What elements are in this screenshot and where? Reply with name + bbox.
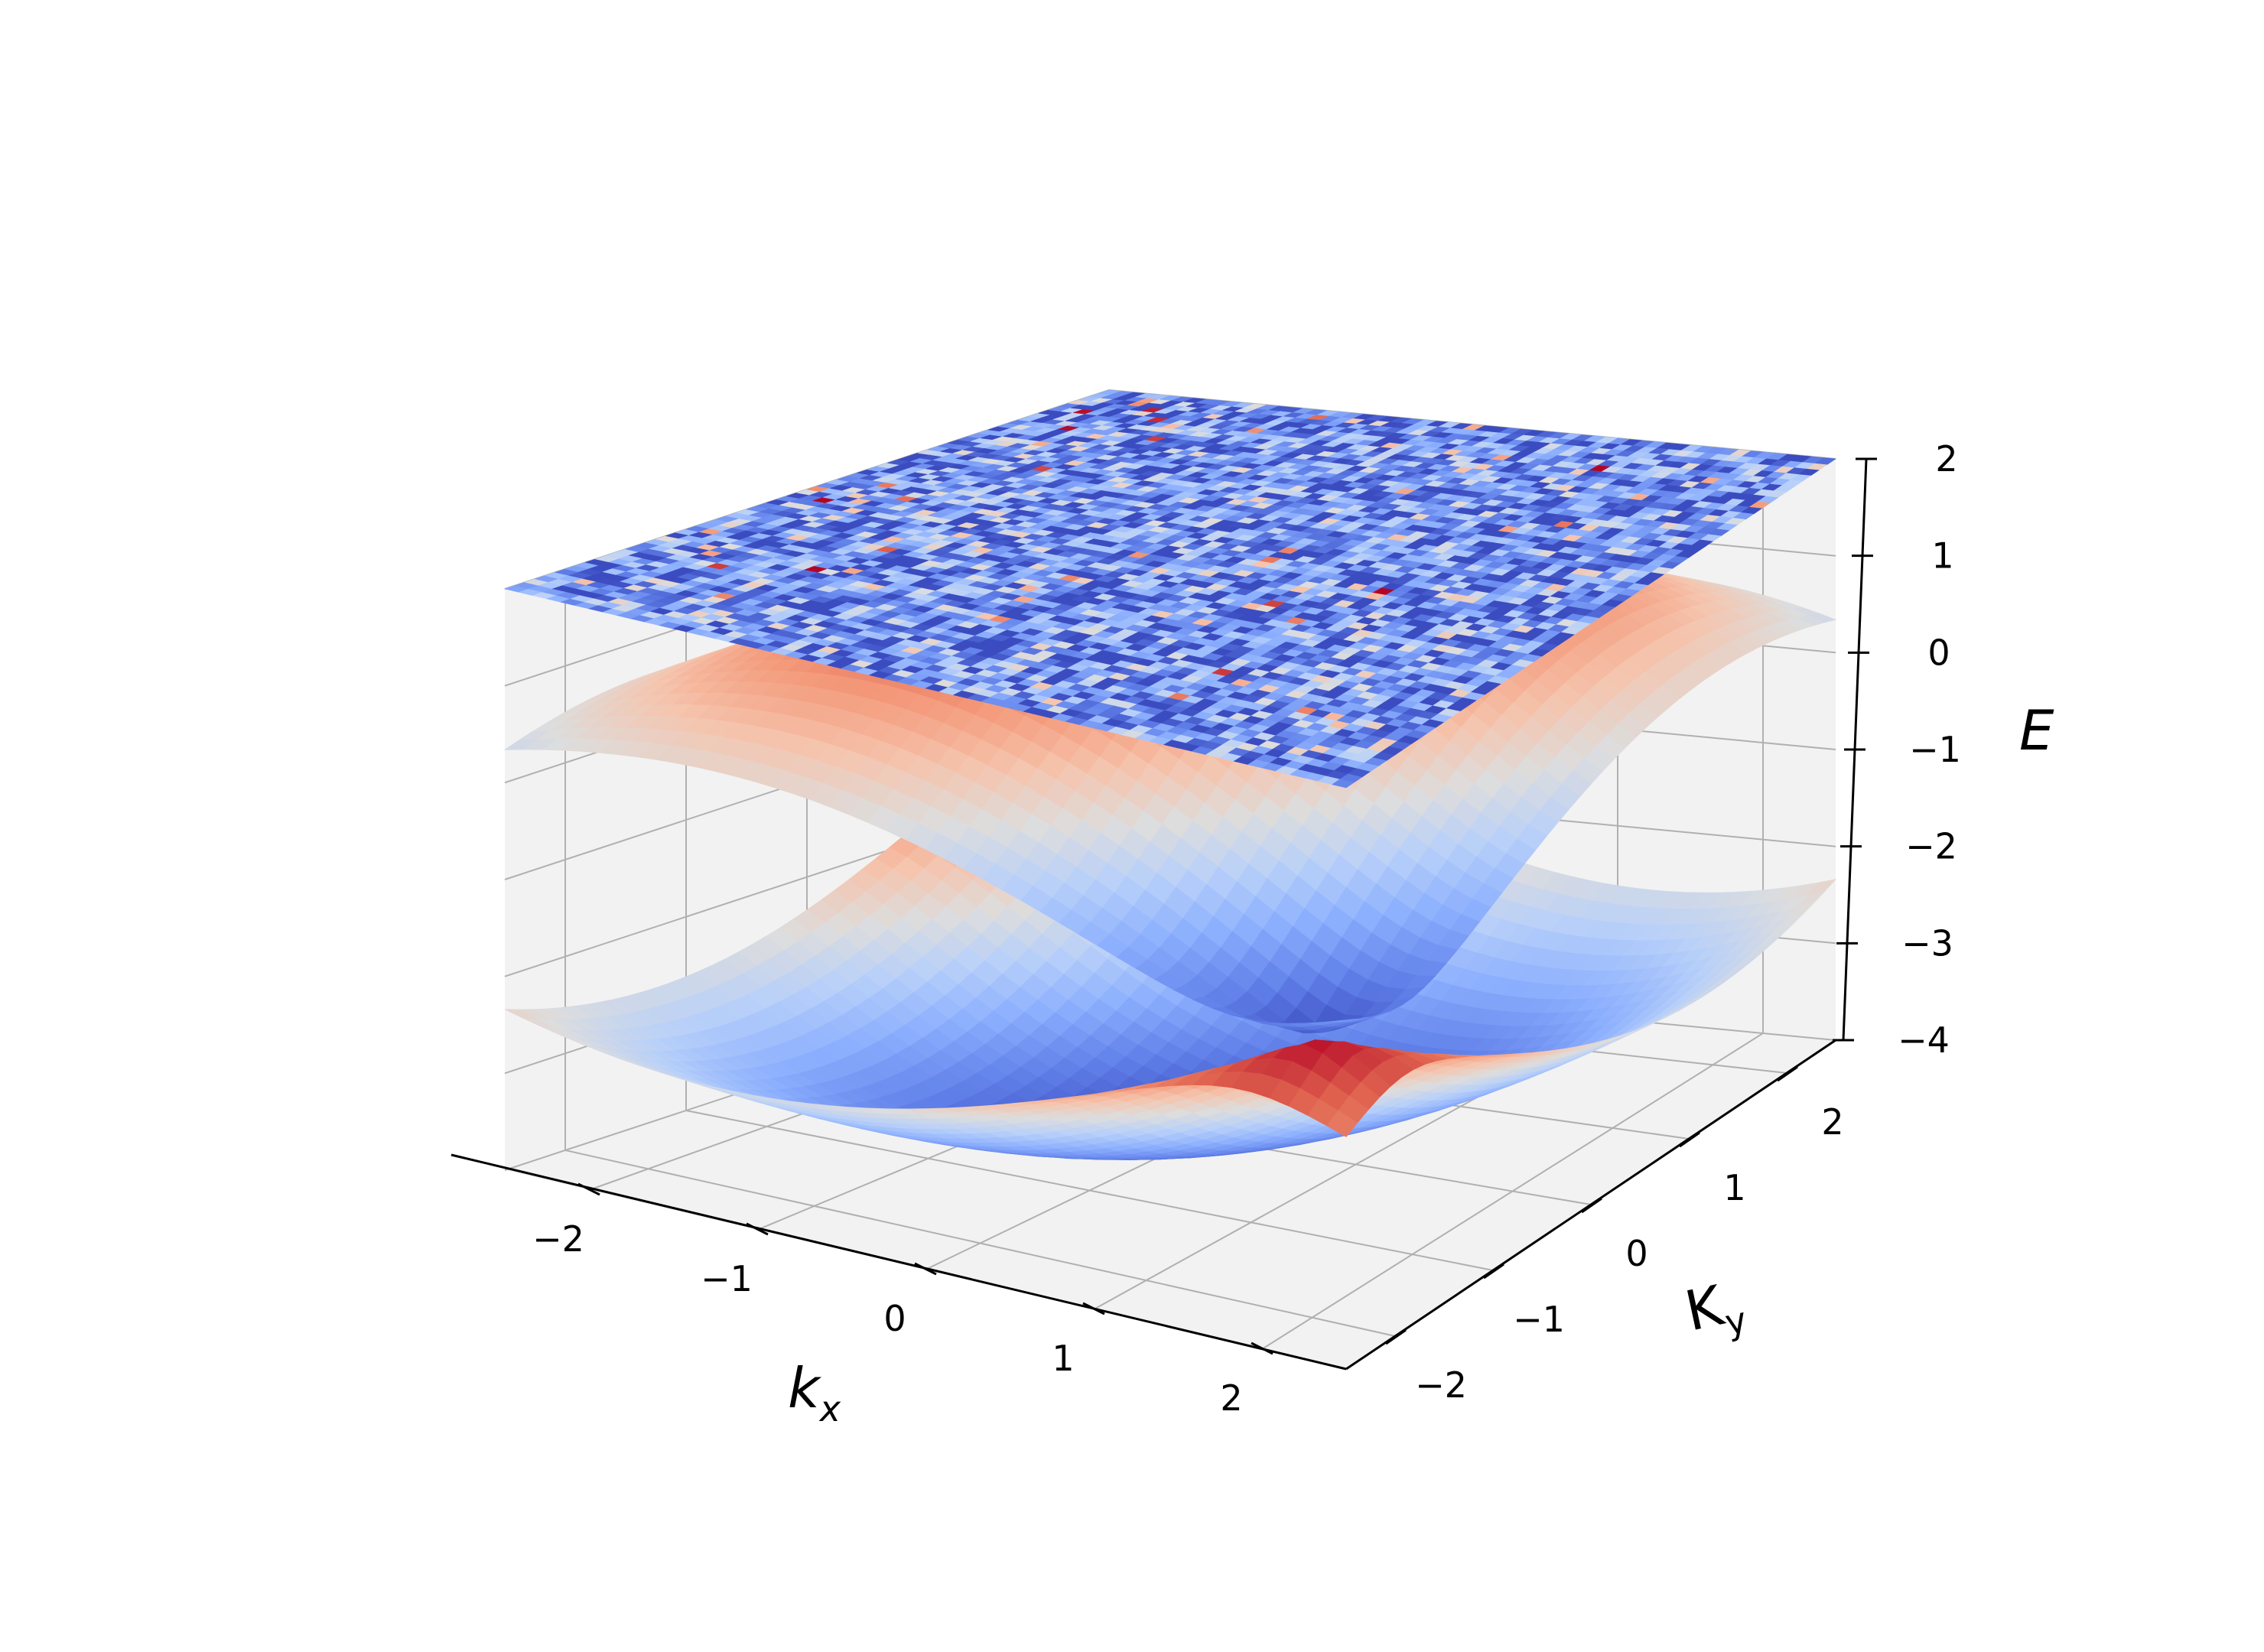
surfaces [503,389,1837,1160]
